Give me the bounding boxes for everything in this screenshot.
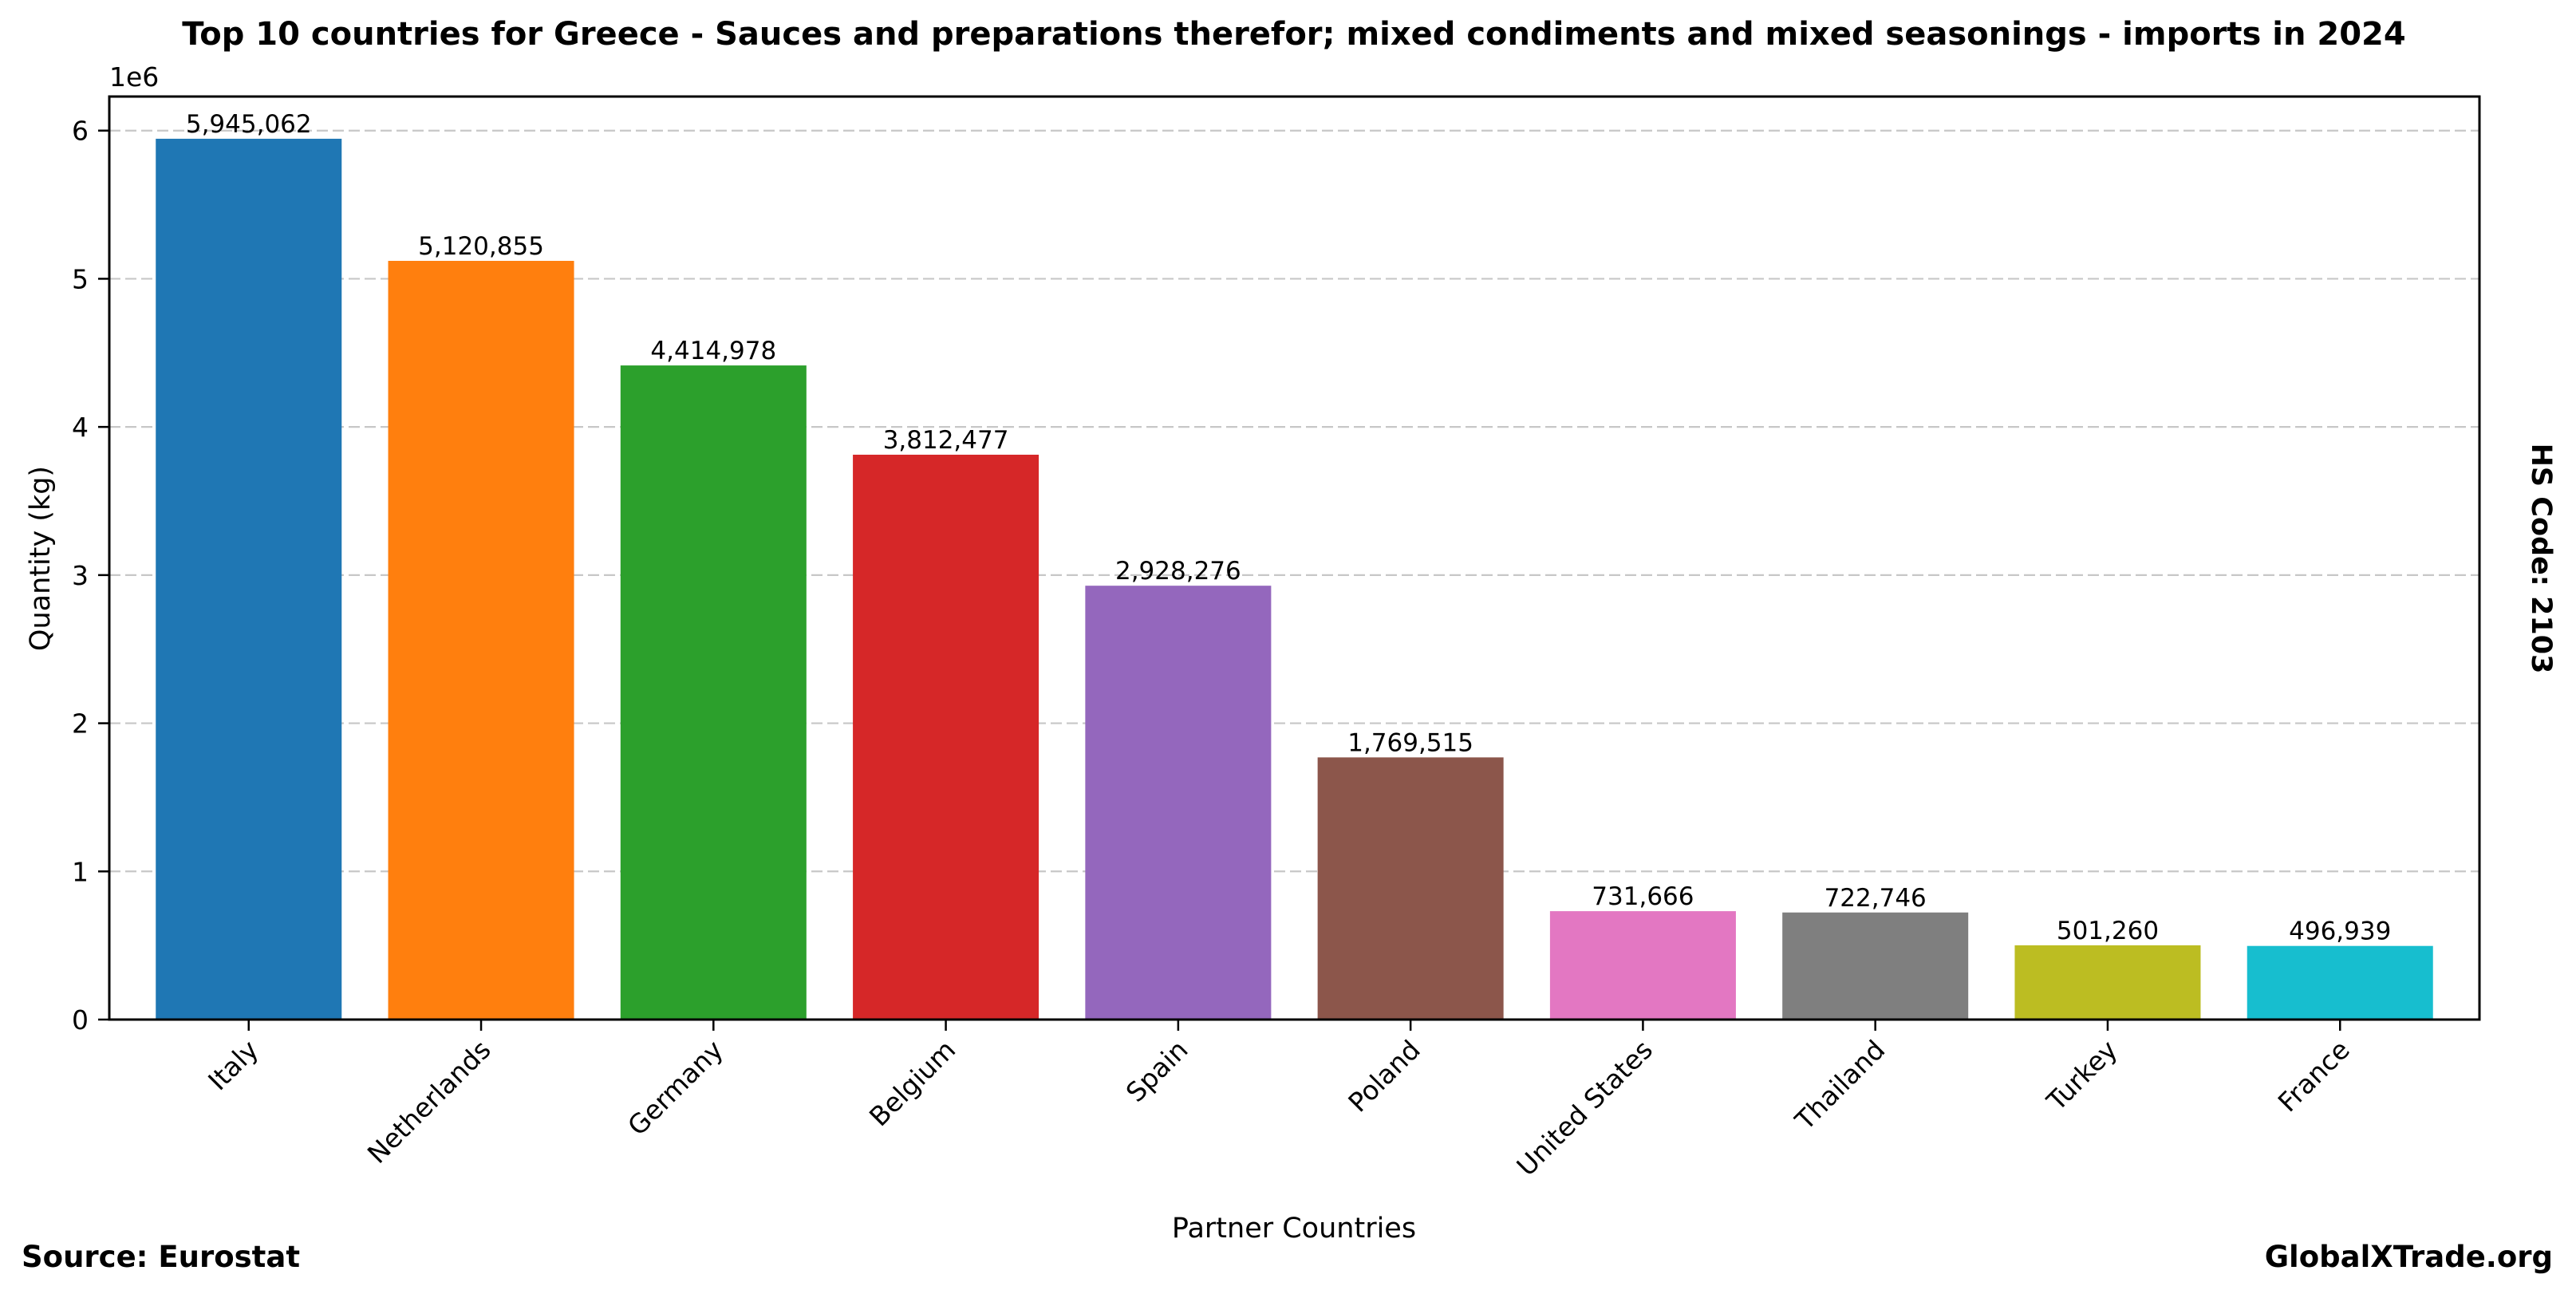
x-tick-label: Italy bbox=[202, 1034, 264, 1096]
x-tick-label: United States bbox=[1510, 1034, 1659, 1182]
bar bbox=[1782, 912, 1969, 1020]
y-tick-label: 4 bbox=[72, 412, 89, 443]
bar-value-label: 1,769,515 bbox=[1347, 728, 1473, 757]
y-tick-label: 6 bbox=[72, 116, 89, 147]
x-tick-label: France bbox=[2272, 1034, 2356, 1118]
x-axis-label: Partner Countries bbox=[1172, 1213, 1416, 1245]
grid-lines bbox=[109, 129, 2479, 873]
y-tick-label: 5 bbox=[72, 263, 89, 294]
y-axis-label: Quantity (kg) bbox=[25, 466, 57, 651]
plot-frame bbox=[108, 95, 2481, 1021]
bar-value-label: 496,939 bbox=[2289, 917, 2391, 946]
bar bbox=[620, 365, 807, 1020]
x-tick-label: Turkey bbox=[2040, 1034, 2123, 1117]
bar-value-labels: 5,945,062 5,120,855 4,414,978 3,812,477 2,92… bbox=[186, 110, 2391, 946]
bar bbox=[853, 454, 1039, 1020]
bar bbox=[2247, 945, 2433, 1020]
y-tick-label: 2 bbox=[72, 708, 89, 740]
bar-value-label: 501,260 bbox=[2057, 917, 2159, 945]
y-tick-label: 1 bbox=[72, 856, 89, 887]
y-offset-label: 1e6 bbox=[109, 61, 159, 93]
y-tick-label: 0 bbox=[72, 1004, 89, 1036]
source-label: Source: Eurostat bbox=[22, 1240, 300, 1274]
brand-label: GlobalXTrade.org bbox=[2265, 1240, 2553, 1274]
bar bbox=[1317, 757, 1504, 1020]
bar-value-label: 5,945,062 bbox=[186, 110, 312, 139]
bar-value-label: 722,746 bbox=[1825, 884, 1927, 913]
bar bbox=[2014, 945, 2201, 1020]
bar-value-label: 5,120,855 bbox=[418, 232, 544, 261]
chart-title: Top 10 countries for Greece - Sauces and… bbox=[182, 16, 2405, 53]
bar-value-label: 731,666 bbox=[1592, 882, 1694, 911]
x-tick-label: Belgium bbox=[863, 1034, 961, 1132]
x-tick-label: Netherlands bbox=[361, 1034, 497, 1170]
bar bbox=[388, 260, 574, 1020]
y-tick-label: 3 bbox=[72, 560, 89, 591]
x-tick-label: Poland bbox=[1342, 1034, 1426, 1118]
hs-code-label: HS Code: 2103 bbox=[2525, 444, 2557, 674]
x-axis-ticks: Italy Netherlands Germany Belgium Spain Polan… bbox=[202, 1020, 2356, 1182]
x-tick-label: Germany bbox=[621, 1034, 729, 1142]
x-tick-label: Spain bbox=[1120, 1034, 1194, 1108]
bar-value-label: 4,414,978 bbox=[650, 337, 776, 365]
y-axis-ticks: 0 1 2 3 4 5 6 bbox=[72, 116, 109, 1036]
bar bbox=[156, 138, 342, 1020]
x-tick-label: Thailand bbox=[1789, 1034, 1891, 1136]
bar-value-label: 2,928,276 bbox=[1115, 557, 1241, 586]
bar bbox=[1549, 911, 1736, 1020]
bar bbox=[1085, 586, 1272, 1020]
bars bbox=[156, 138, 2433, 1020]
bar-value-label: 3,812,477 bbox=[883, 426, 1009, 455]
